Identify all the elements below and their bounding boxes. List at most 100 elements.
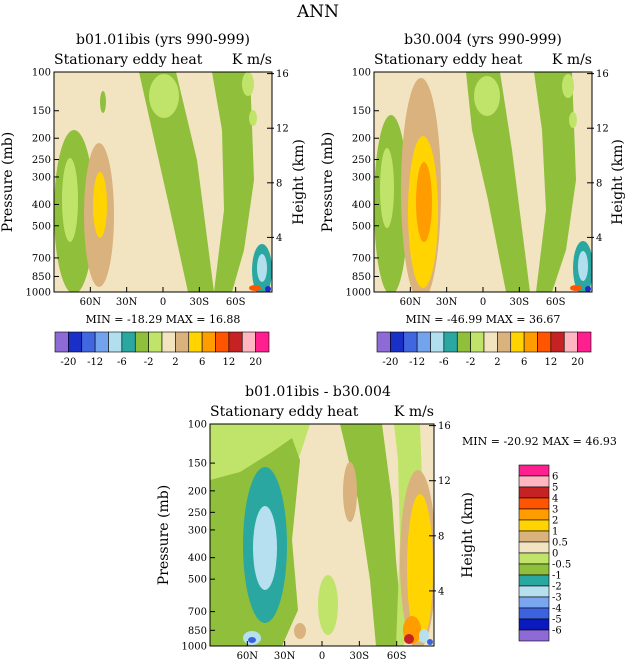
diff-colorbar-swatch: [518, 530, 550, 543]
panel-2-colorbar-swatch: [563, 331, 578, 353]
panel-2-xtick-label: 60N: [400, 297, 422, 308]
panel-2-colorbar-label: -6: [439, 357, 449, 368]
diff-colorbar-swatch: [518, 574, 550, 587]
diff-colorbar-swatch: [518, 585, 550, 598]
diff-colorbar-swatch: [518, 563, 550, 576]
panel-2-ytick-label: 200: [352, 134, 371, 145]
panel-2-colorbar: -20 -12 -6 -2 2 6 12 20: [376, 331, 592, 368]
panel-2-xtick-label: 0: [480, 297, 486, 308]
panel-2-ytick-label: 100: [352, 68, 371, 79]
panel-1-ytick-label: 400: [32, 200, 51, 211]
panel-3-y2tick-label: 12: [438, 476, 451, 487]
panel-1-colorbar-swatch: [175, 331, 190, 353]
diff-colorbar-swatch: [518, 541, 550, 554]
panel-3-ytick-label: 100: [188, 420, 207, 431]
diff-colorbar-swatch: [518, 475, 550, 488]
panel-3: b01.01ibis - b30.004 Stationary eddy hea…: [156, 384, 617, 662]
diff-colorbar-label: -4: [552, 604, 562, 615]
panel-2-colorbar-label: -12: [409, 357, 425, 368]
panel-1-y2tick-label: 8: [276, 178, 282, 189]
panel-2-colorbar-swatch: [403, 331, 418, 353]
panel-3-y2tick-label: 8: [438, 531, 444, 542]
panel-2-ytick-label: 1000: [346, 288, 371, 299]
panel-1-xtick-label: 60N: [80, 297, 102, 308]
panel-2-colorbar-label: 20: [571, 357, 584, 368]
panel-1-ylabel: Pressure (mb): [0, 132, 16, 232]
panel-2-colorbar-label: 2: [494, 357, 500, 368]
panel-1-colorbar-label: 6: [199, 357, 205, 368]
diff-colorbar-swatch: [518, 508, 550, 521]
panel-2-colorbar-label: -20: [382, 357, 398, 368]
panel-2-colorbar-swatch: [443, 331, 458, 353]
panel-1-title: b01.01ibis (yrs 990-999): [76, 32, 250, 48]
diff-colorbar-label: -0.5: [552, 560, 571, 571]
panel-1-xtick-label: 60S: [226, 297, 246, 308]
panel-1-colorbar-swatch: [255, 331, 270, 353]
panel-2-xtick-label: 30N: [436, 297, 458, 308]
panel-3-stats: MIN = -20.92 MAX = 46.93: [462, 435, 617, 448]
diff-colorbar-label: -2: [552, 582, 562, 593]
panel-2-ytick-label: 500: [352, 221, 371, 232]
panel-3-ytick-label: 250: [188, 508, 207, 519]
panel-1-y2label: Height (km): [291, 139, 307, 225]
panel-3-xtick-label: 30S: [350, 651, 370, 662]
panel-3-y2tick-label: 16: [438, 421, 451, 432]
panel-2-ytick-label: 400: [352, 200, 371, 211]
diff-colorbar-label: 6: [552, 472, 558, 483]
figure-title: ANN: [296, 2, 339, 22]
panel-2: b30.004 (yrs 990-999) Stationary eddy he…: [320, 32, 626, 326]
panel-1-ytick-label: 250: [32, 155, 51, 166]
panel-2-colorbar-swatch: [456, 331, 471, 353]
panel-1-y2tick-label: 16: [276, 69, 289, 80]
panel-2-ylabel: Pressure (mb): [320, 132, 336, 232]
panel-2-title: b30.004 (yrs 990-999): [404, 32, 562, 48]
panel-2-colorbar-swatch: [523, 331, 538, 353]
panel-1-colorbar-label: 20: [249, 357, 262, 368]
diff-colorbar-label: -5: [552, 615, 562, 626]
panel-1-ytick-label: 500: [32, 221, 51, 232]
panel-2-field: [374, 72, 592, 292]
diff-colorbar-swatch: [518, 486, 550, 499]
panel-3-ytick-label: 150: [188, 459, 207, 470]
panel-1-colorbar-swatch: [121, 331, 136, 353]
panel-3-y2tick-label: 4: [438, 586, 444, 597]
panel-2-y2tick-label: 8: [596, 178, 602, 189]
diff-colorbar-label: -3: [552, 593, 562, 604]
panel-1-colorbar-swatch: [81, 331, 96, 353]
panel-3-xtick-label: 60S: [387, 651, 407, 662]
panel-1-colorbar-label: -6: [117, 357, 127, 368]
panel-2-colorbar-label: 12: [545, 357, 558, 368]
panel-3-ytick-label: 300: [188, 525, 207, 536]
panel-1-xtick-label: 30N: [116, 297, 138, 308]
diff-colorbar-label: -1: [552, 571, 562, 582]
panel-1-colorbar-swatch: [228, 331, 243, 353]
panel-3-y2label: Height (km): [460, 492, 476, 578]
panel-3-ytick-label: 700: [188, 607, 207, 618]
panel-2-ytick-label: 300: [352, 172, 371, 183]
panel-2-colorbar-swatch: [470, 331, 485, 353]
panel-1-y2tick-label: 4: [276, 233, 282, 244]
panel-2-colorbar-label: -2: [466, 357, 476, 368]
panel-1: b01.01ibis (yrs 990-999) Stationary eddy…: [0, 32, 307, 326]
panel-2-y2label: Height (km): [610, 139, 626, 225]
panel-1-stats: MIN = -18.29 MAX = 16.88: [86, 313, 241, 326]
panel-2-y2tick-label: 12: [596, 124, 609, 135]
panel-1-colorbar-swatch: [94, 331, 109, 353]
panel-1-colorbar-swatch: [148, 331, 163, 353]
diff-colorbar-swatch: [518, 618, 550, 631]
panel-1-y2tick-label: 12: [276, 124, 289, 135]
panel-3-ylabel: Pressure (mb): [156, 485, 172, 585]
panel-1-colorbar-swatch: [134, 331, 149, 353]
panel-1-colorbar-label: -12: [87, 357, 103, 368]
panel-2-y2tick-label: 4: [596, 233, 602, 244]
panel-1-ytick-label: 300: [32, 172, 51, 183]
panel-1-colorbar: -20 -12 -6 -2 2 6 12 20: [54, 331, 270, 368]
panel-2-xtick-label: 30S: [510, 297, 530, 308]
panel-2-colorbar-label: 6: [521, 357, 527, 368]
panel-1-colorbar-swatch: [108, 331, 123, 353]
panel-3-ytick-label: 850: [188, 626, 207, 637]
panel-2-colorbar-swatch: [390, 331, 405, 353]
panel-3-ytick-label: 400: [188, 553, 207, 564]
